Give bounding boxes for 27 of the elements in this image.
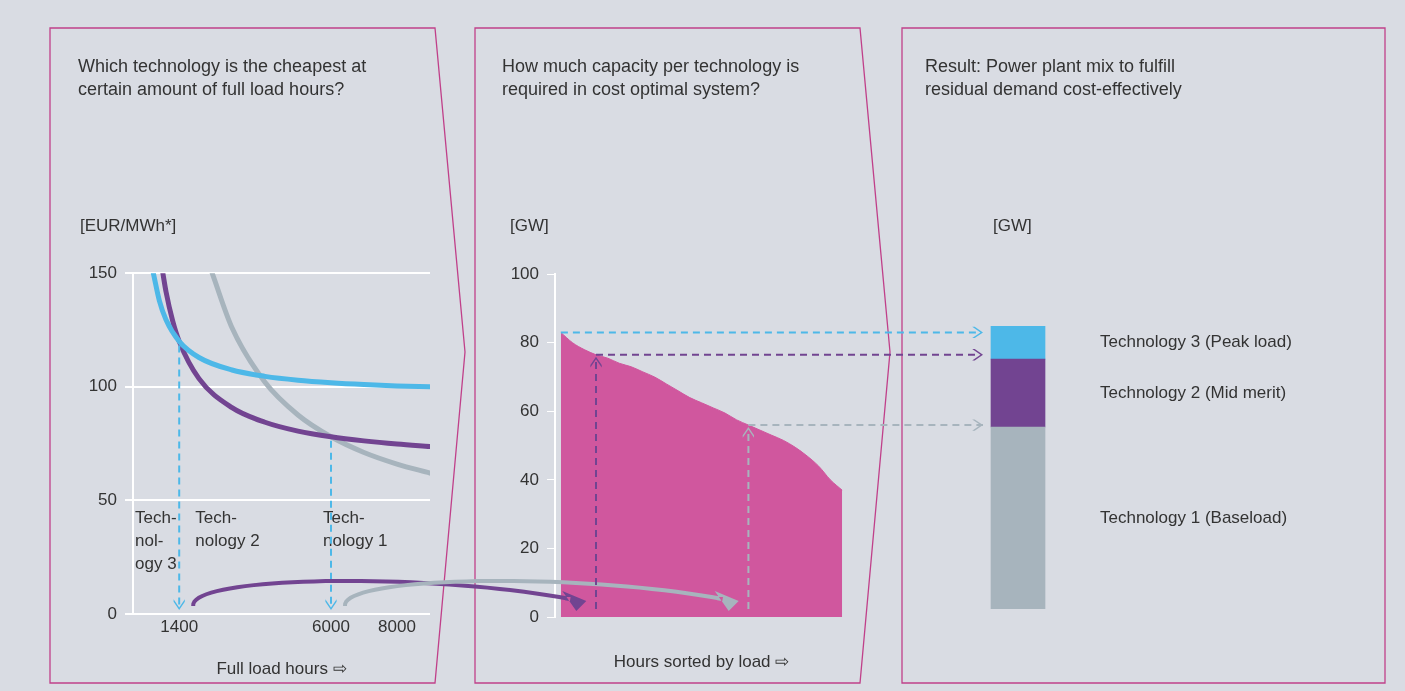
annotation: Tech- nology 1	[323, 508, 388, 551]
y-tick-label: 80	[520, 332, 539, 352]
annotation: Tech- nology 2	[195, 508, 260, 551]
y-tick-label: 100	[510, 263, 539, 283]
x-tick-label: 6000	[312, 616, 350, 636]
y-tick-label: 0	[529, 606, 539, 626]
chart-title: Result: Power plant mix to fulfill residual demand cost-effectively	[925, 55, 1183, 101]
y-tick-label: 60	[520, 401, 539, 421]
chart-title: How much capacity per technology is required in cost optimal system?	[502, 55, 801, 101]
x-axis-title: Full load hours ⇨	[216, 659, 347, 679]
y-tick-label: 150	[88, 262, 117, 282]
y-axis-title: [GW]	[993, 216, 1032, 236]
x-axis-title: Hours sorted by load ⇨	[613, 652, 790, 672]
y-tick-label: 100	[88, 376, 117, 396]
y-tick-label: 0	[107, 603, 117, 623]
text: Technology 2 (Mid merit)	[1100, 382, 1287, 402]
annotation: Tech- nol- ogy 3	[135, 508, 177, 574]
y-axis-title: [EUR/MWh*]	[80, 216, 177, 236]
x-tick-label: 8000	[378, 616, 416, 636]
y-axis-title: [GW]	[510, 216, 549, 236]
x-tick-label: 1400	[160, 616, 199, 636]
text: Technology 1 (Baseload)	[1100, 507, 1288, 527]
chart-title: Which technology is the cheapest at certain amount of full load hours?	[78, 55, 368, 101]
text: Technology 3 (Peak load)	[1100, 332, 1292, 352]
y-tick-label: 20	[520, 538, 539, 558]
y-tick-label: 40	[520, 469, 539, 489]
y-tick-label: 50	[98, 490, 117, 510]
